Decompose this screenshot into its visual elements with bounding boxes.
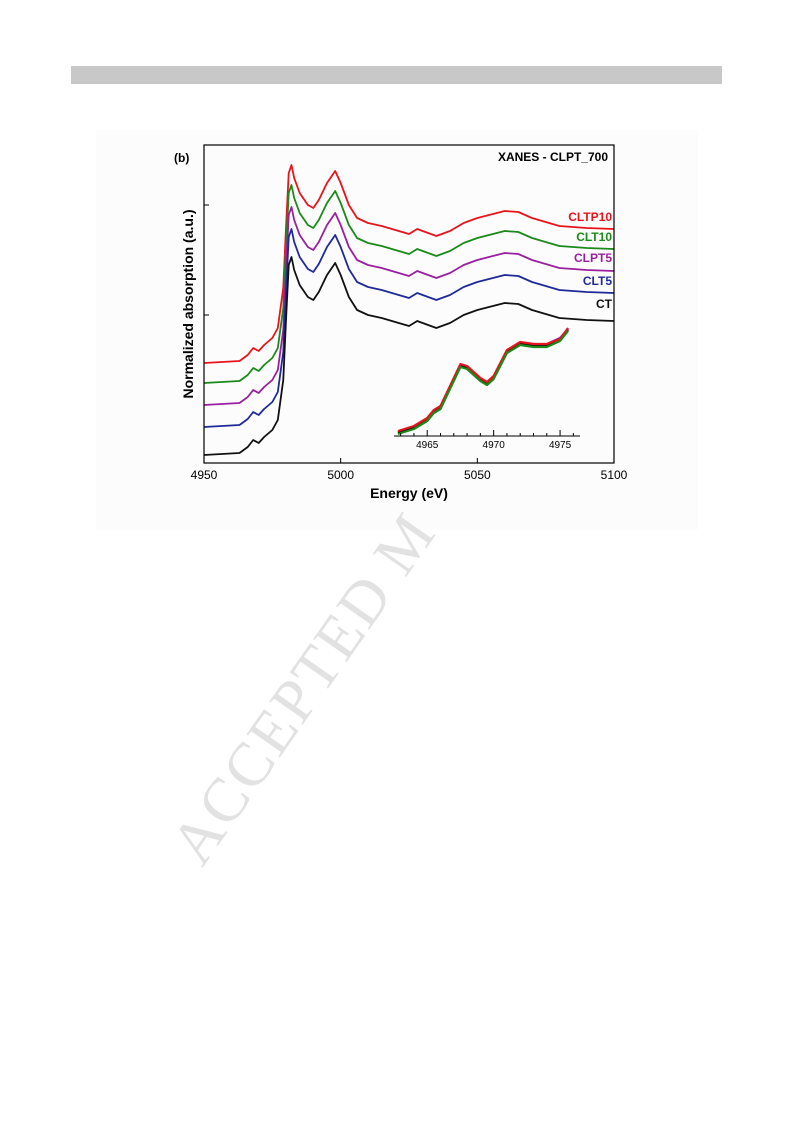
series-label: CT <box>596 297 613 311</box>
x-tick-label: 5050 <box>464 468 491 482</box>
series-label: CLPT5 <box>574 251 612 265</box>
series-line <box>203 206 615 406</box>
series-line <box>203 228 615 428</box>
series-line <box>203 256 615 456</box>
x-axis-label: Energy (eV) <box>370 485 448 501</box>
series-line <box>397 330 569 436</box>
series-line <box>397 327 569 433</box>
x-tick-label: 4950 <box>191 468 218 482</box>
plot-frame <box>203 144 615 464</box>
inset-x-tick-label: 4970 <box>483 440 506 451</box>
header-bar <box>71 66 722 84</box>
series-line <box>203 164 615 364</box>
inset-chart: 4965 4970 4975 <box>394 327 580 451</box>
x-tick-label: 5100 <box>601 468 628 482</box>
chart-title: XANES - CLPT_700 <box>498 150 608 164</box>
series-label: CLTP10 <box>568 210 612 224</box>
y-axis-label: Normalized absorption (a.u.) <box>180 209 196 398</box>
panel-label: (b) <box>174 151 189 165</box>
series-label: CLT5 <box>583 274 612 288</box>
x-tick-label: 5000 <box>327 468 354 482</box>
main-chart: 4950 5000 5050 5100 Energy (eV) Normalized ab… <box>174 144 628 501</box>
inset-x-tick-label: 4975 <box>549 440 572 451</box>
inset-x-tick-label: 4965 <box>416 440 439 451</box>
series-line <box>203 184 615 384</box>
watermark: ACCEPTED M <box>158 501 449 877</box>
series-label: CLT10 <box>576 230 612 244</box>
